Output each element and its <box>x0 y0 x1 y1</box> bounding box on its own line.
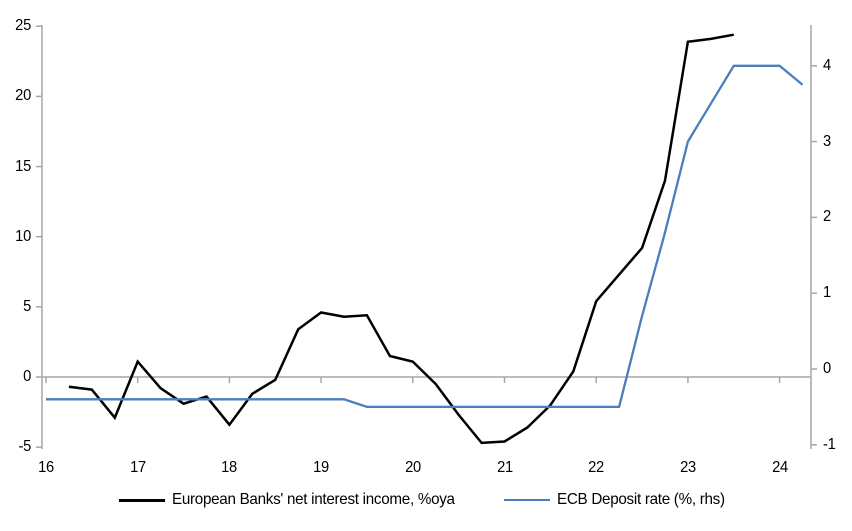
left-axis-tick-label: -5 <box>18 438 31 456</box>
legend-swatch-black-line <box>118 498 165 502</box>
x-axis-tick-label: 22 <box>588 459 605 476</box>
x-axis-tick-label: 16 <box>38 459 54 476</box>
series-line-net-interest-income <box>68 33 735 445</box>
x-axis-tick-label: 24 <box>771 459 788 476</box>
left-axis-tick-label: 10 <box>15 227 31 245</box>
left-axis-tick-label: 25 <box>15 17 31 35</box>
legend-label-net-interest-income: European Banks' net interest income, %oy… <box>171 491 455 508</box>
right-axis-tick-label: 1 <box>823 284 831 302</box>
series-line-ecb-deposit-rate <box>46 64 804 409</box>
legend-item-ecb-deposit-rate: ECB Deposit rate (%, rhs) <box>503 491 734 509</box>
left-axis-tick-label: 20 <box>15 87 31 105</box>
legend-item-net-interest-income: European Banks' net interest income, %oy… <box>118 491 470 509</box>
x-axis-tick-label: 23 <box>679 459 696 476</box>
right-axis-tick-label: 4 <box>823 56 831 74</box>
right-axis-tick-label: 3 <box>823 132 831 150</box>
left-axis-tick-label: 0 <box>23 368 31 385</box>
right-axis-tick-label: 0 <box>823 360 831 377</box>
legend: European Banks' net interest income, %oy… <box>0 491 852 509</box>
right-axis-tick-label: 2 <box>823 208 831 226</box>
x-axis-tick-label: 18 <box>221 459 238 476</box>
x-axis-tick-label: 19 <box>313 459 329 476</box>
legend-label-ecb-deposit-rate: ECB Deposit rate (%, rhs) <box>556 491 725 508</box>
x-axis-tick-label: 21 <box>496 459 513 476</box>
x-axis-tick-label: 20 <box>404 459 421 476</box>
right-axis-tick-label: -1 <box>823 435 836 453</box>
legend-swatch-blue-line <box>503 498 550 502</box>
left-axis-tick-label: 15 <box>15 157 31 175</box>
x-axis-tick-label: 17 <box>129 459 146 476</box>
left-axis-tick-label: 5 <box>23 297 31 315</box>
